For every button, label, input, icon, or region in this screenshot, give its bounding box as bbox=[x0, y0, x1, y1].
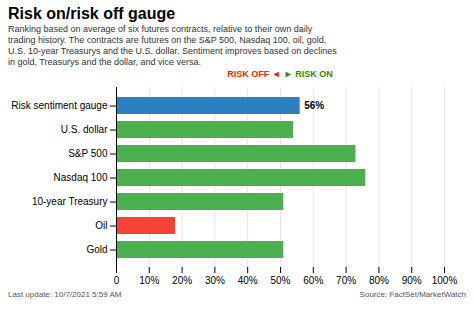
html-text:Ranking based on average of si: Ranking based on average of six futures … bbox=[8, 24, 337, 67]
svg-text:Oil: Oil bbox=[95, 220, 107, 231]
svg-text:30%: 30% bbox=[205, 275, 225, 286]
svg-text:Risk sentiment gauge: Risk sentiment gauge bbox=[11, 100, 108, 111]
svg-text:50%: 50% bbox=[270, 275, 290, 286]
svg-text:U.S. dollar: U.S. dollar bbox=[61, 124, 108, 135]
html-text:Risk on/risk off gauge: Risk on/risk off gauge bbox=[8, 5, 176, 22]
svg-text:56%: 56% bbox=[304, 100, 324, 111]
svg-text:80%: 80% bbox=[369, 275, 389, 286]
svg-text:70%: 70% bbox=[336, 275, 356, 286]
svg-text:40%: 40% bbox=[238, 275, 258, 286]
svg-text:Gold: Gold bbox=[86, 244, 107, 255]
svg-text:S&P 500: S&P 500 bbox=[68, 148, 108, 159]
html-text:RISK OFF ◄ ► RISK ON: RISK OFF ◄ ► RISK ON bbox=[227, 69, 333, 79]
svg-text:10-year Treasury: 10-year Treasury bbox=[32, 196, 108, 207]
svg-text:60%: 60% bbox=[303, 275, 323, 286]
html-text:Last update: 10/7/2021 5:59 AM: Last update: 10/7/2021 5:59 AM bbox=[8, 290, 122, 299]
svg-text:90%: 90% bbox=[402, 275, 422, 286]
svg-text:Nasdaq 100: Nasdaq 100 bbox=[54, 172, 108, 183]
svg-text:20%: 20% bbox=[172, 275, 192, 286]
html-text:Source: FactSet/MarketWatch: Source: FactSet/MarketWatch bbox=[359, 290, 466, 299]
svg-text:0: 0 bbox=[114, 275, 120, 286]
svg-text:10%: 10% bbox=[139, 275, 159, 286]
svg-text:100%: 100% bbox=[432, 275, 458, 286]
